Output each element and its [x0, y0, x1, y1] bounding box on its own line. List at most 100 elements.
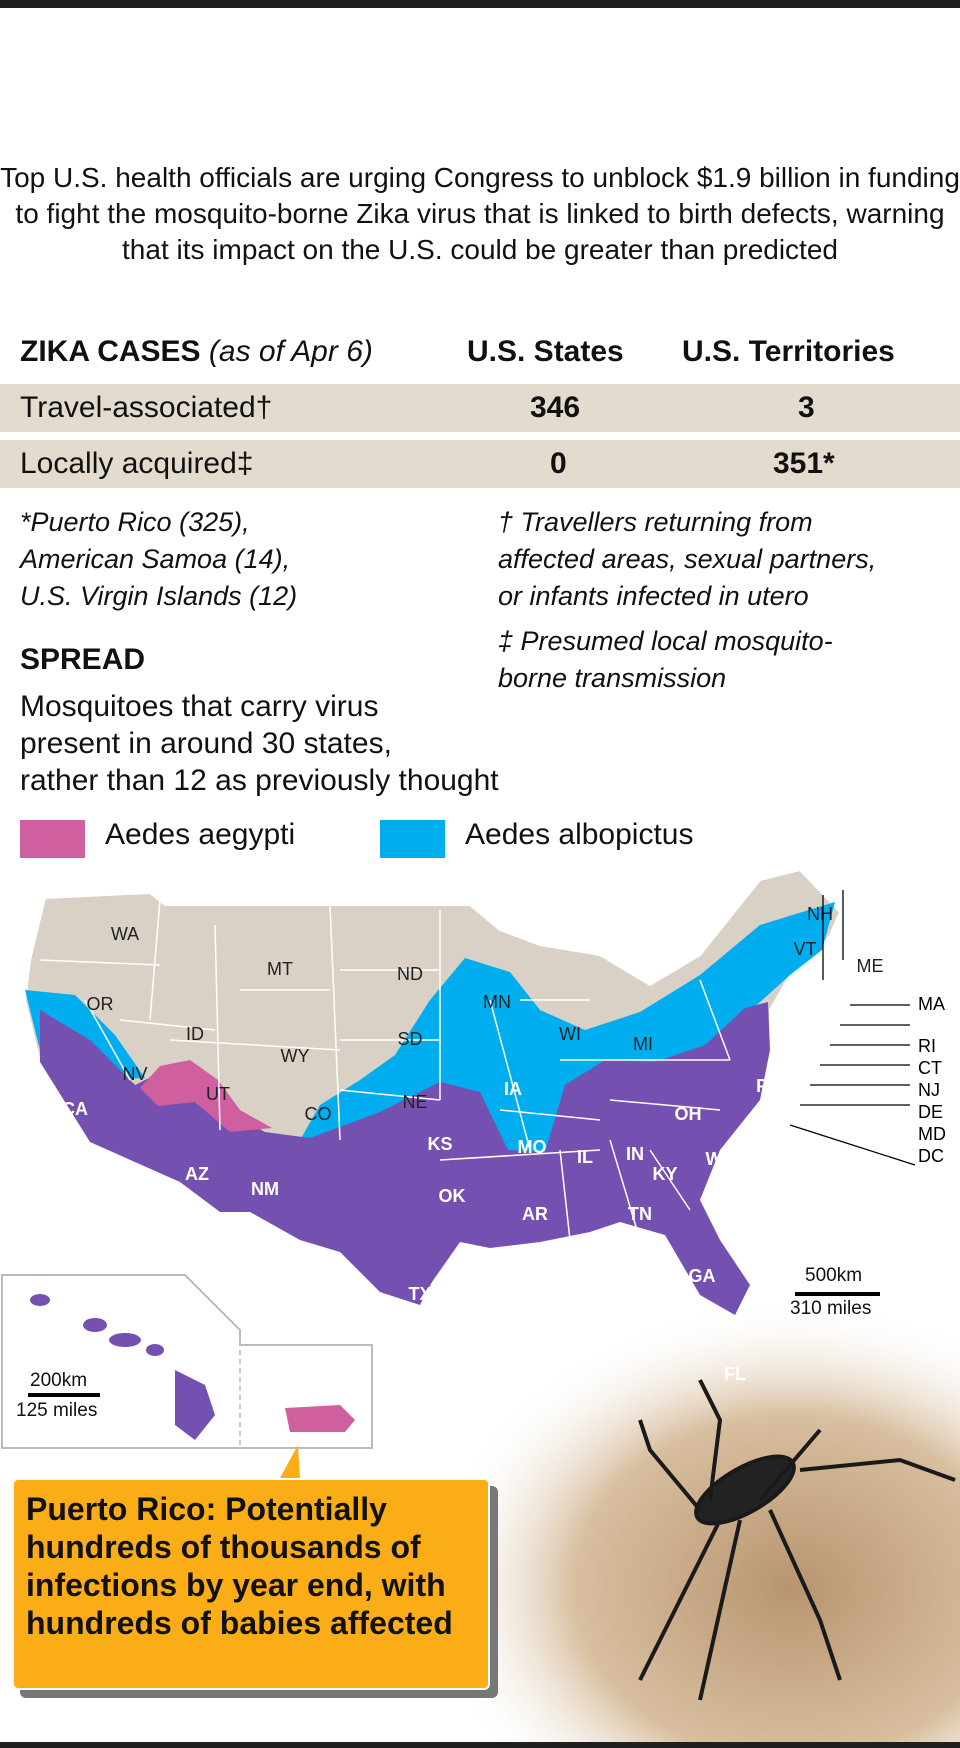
top-bar	[0, 0, 960, 8]
state-label-id: ID	[186, 1024, 204, 1044]
note-line: American Samoa (14),	[20, 544, 291, 574]
spread-line: rather than 12 as previously thought	[20, 764, 499, 797]
territories-value: 351*	[773, 447, 835, 480]
note-line: borne transmission	[498, 663, 727, 693]
albopictus-region	[25, 902, 835, 1205]
state-label-wy: WY	[281, 1046, 310, 1066]
dagger-note: † Travellers returning from affected are…	[498, 504, 876, 697]
state-label-tn: TN	[628, 1204, 652, 1224]
state-label-nv: NV	[122, 1064, 147, 1084]
legend-swatch-aegypti	[20, 820, 85, 858]
state-label-az: AZ	[185, 1164, 209, 1184]
spread-heading: SPREAD	[20, 643, 146, 676]
aegypti-region	[140, 1060, 272, 1132]
legend-swatch-albopictus	[380, 820, 445, 858]
scale-inset-miles: 125 miles	[16, 1400, 98, 1421]
legend-label-albopictus: Aedes albopictus	[465, 818, 694, 851]
state-label-ok: OK	[439, 1186, 466, 1206]
hawaii-shape	[30, 1294, 215, 1440]
table-row: Locally acquired‡ 0 351*	[0, 440, 960, 488]
state-label-md: MD	[918, 1124, 946, 1144]
scale-main-miles: 310 miles	[790, 1298, 872, 1319]
note-line: ‡ Presumed local mosquito-	[498, 626, 833, 656]
legend-label-aegypti: Aedes aegypti	[105, 818, 296, 851]
state-label-ky: KY	[652, 1164, 677, 1184]
scale-inset-km: 200km	[30, 1370, 88, 1391]
state-label-al: AL	[628, 1271, 652, 1291]
state-label-wv: WV	[706, 1149, 735, 1169]
note-line: affected areas, sexual partners,	[498, 544, 877, 574]
bottom-bar	[0, 1742, 960, 1748]
state-label-ma: MA	[918, 994, 945, 1014]
col-territories: U.S. Territories	[682, 335, 895, 368]
state-label-la: LA	[523, 1266, 547, 1286]
territories-note: *Puerto Rico (325), American Samoa (14),…	[20, 504, 297, 615]
state-label-ca: CA	[62, 1099, 88, 1119]
state-label-fl: FL	[724, 1364, 746, 1384]
note-line: or infants infected in utero	[498, 581, 809, 611]
scale-main-km: 500km	[805, 1265, 863, 1286]
state-label-ga: GA	[689, 1266, 716, 1286]
state-label-nj: NJ	[918, 1080, 940, 1100]
state-label-ut: UT	[206, 1084, 230, 1104]
state-label-nc: NC	[752, 1194, 778, 1214]
state-label-wi: WI	[559, 1024, 581, 1044]
spread-text: Mosquitoes that carry virus present in a…	[20, 688, 499, 799]
state-label-sd: SD	[397, 1029, 422, 1049]
state-label-sc: SC	[729, 1234, 754, 1254]
state-label-ks: KS	[427, 1134, 452, 1154]
state-label-vt: VT	[793, 939, 816, 959]
state-label-nd: ND	[397, 964, 423, 984]
state-label-me: ME	[857, 956, 884, 976]
state-label-ne: NE	[402, 1092, 427, 1112]
state-label-wa: WA	[111, 924, 139, 944]
state-label-de: DE	[918, 1102, 943, 1122]
intro-text: Top U.S. health officials are urging Con…	[0, 162, 960, 265]
state-label-tx: TX	[408, 1284, 431, 1304]
state-labels: WA OR CA NV ID MT WY UT AZ CO NM ND SD NE KS OK TX MN IA MO…	[62, 904, 946, 1389]
state-label-mt: MT	[267, 959, 293, 979]
puerto-rico-shape	[285, 1405, 355, 1432]
states-value: 0	[550, 447, 567, 480]
callout-pointer	[280, 1445, 300, 1478]
state-label-il: IL	[577, 1147, 593, 1167]
table-row: Travel-associated† 346 3	[0, 384, 960, 432]
state-label-pa: PA	[756, 1076, 780, 1096]
state-label-oh: OH	[675, 1104, 702, 1124]
state-label-nh: NH	[807, 904, 833, 924]
state-label-in: IN	[626, 1144, 644, 1164]
territories-value: 3	[798, 391, 815, 424]
state-label-ms: MS	[575, 1271, 602, 1291]
state-label-mo: MO	[518, 1137, 547, 1157]
state-label-mn: MN	[483, 992, 511, 1012]
east-leader-lines	[789, 890, 916, 1166]
state-borders	[39, 899, 731, 1241]
col-states: U.S. States	[467, 335, 624, 368]
state-label-or: OR	[87, 994, 114, 1014]
note-line: *Puerto Rico (325),	[20, 507, 250, 537]
table-subtitle: (as of Apr 6)	[208, 335, 373, 368]
state-label-ia: IA	[504, 1079, 522, 1099]
state-label-mi: MI	[633, 1034, 653, 1054]
state-label-ar: AR	[522, 1204, 548, 1224]
state-label-dc: DC	[918, 1146, 944, 1166]
puerto-rico-callout: Puerto Rico: Potentially hundreds of tho…	[12, 1478, 490, 1690]
both-species-region	[40, 1002, 770, 1315]
row-label: Travel-associated†	[20, 391, 273, 424]
state-label-co: CO	[305, 1104, 332, 1124]
row-label: Locally acquired‡	[20, 447, 254, 480]
spread-line: present in around 30 states,	[20, 727, 392, 760]
state-label-ct: CT	[918, 1058, 942, 1078]
table-title: ZIKA CASES (as of Apr 6)	[20, 335, 373, 369]
state-label-ny: NY	[787, 1029, 812, 1049]
title-text: ZIKA CASES	[20, 335, 201, 368]
skin-photo	[400, 1300, 960, 1742]
states-value: 346	[530, 391, 581, 424]
note-line: † Travellers returning from	[498, 507, 813, 537]
spread-line: Mosquitoes that carry virus	[20, 690, 379, 723]
state-label-va: VA	[758, 1144, 782, 1164]
state-label-ri: RI	[918, 1036, 936, 1056]
mosquito-image	[638, 1379, 956, 1701]
state-label-nm: NM	[251, 1179, 279, 1199]
